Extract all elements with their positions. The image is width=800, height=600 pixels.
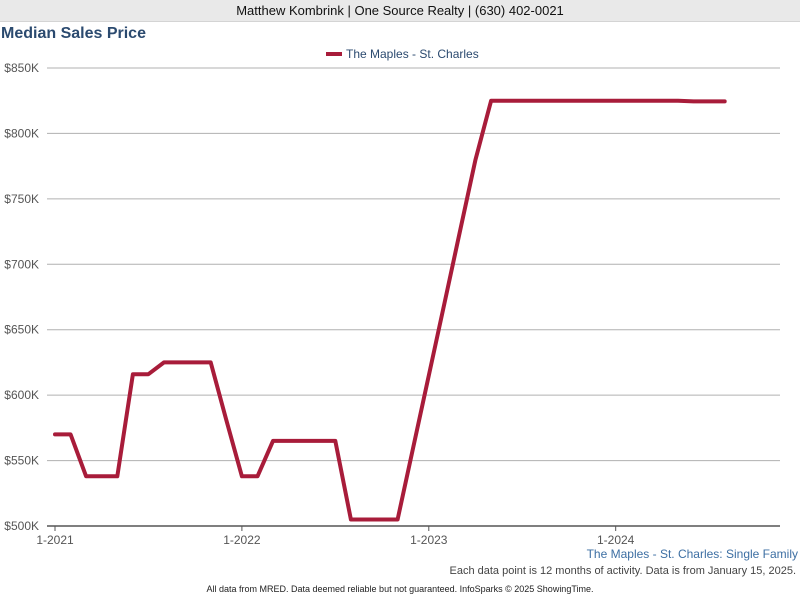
series-lines (53, 98, 727, 522)
data-note: Each data point is 12 months of activity… (449, 565, 796, 577)
x-tick-label: 1-2022 (223, 533, 261, 547)
y-tick-label: $750K (4, 192, 39, 206)
y-tick-label: $650K (4, 323, 39, 337)
series-line (53, 98, 727, 522)
y-tick-label: $700K (4, 257, 39, 271)
y-tick-label: $550K (4, 454, 39, 468)
x-axis: 1-2021 1-2022 1-2023 1-2024 (36, 525, 780, 547)
legend: The Maples - St. Charles (326, 47, 479, 61)
footer-disclaimer: All data from MRED. Data deemed reliable… (206, 584, 594, 594)
y-tick-label: $600K (4, 388, 39, 402)
x-tick-label: 1-2024 (597, 533, 635, 547)
y-tick-label: $500K (4, 519, 39, 533)
y-axis-ticks: $500K $550K $600K $650K $700K $750K $800K $850K (4, 61, 39, 533)
gridlines (47, 67, 780, 462)
x-tick-label: 1-2021 (36, 533, 74, 547)
series-caption: The Maples - St. Charles: Single Family (586, 547, 798, 561)
chart-title: Median Sales Price (1, 25, 146, 42)
y-tick-label: $850K (4, 61, 39, 75)
y-tick-label: $800K (4, 126, 39, 140)
agent-banner: Matthew Kombrink | One Source Realty | (… (0, 0, 800, 22)
legend-label: The Maples - St. Charles (346, 47, 479, 61)
x-tick-label: 1-2023 (410, 533, 448, 547)
